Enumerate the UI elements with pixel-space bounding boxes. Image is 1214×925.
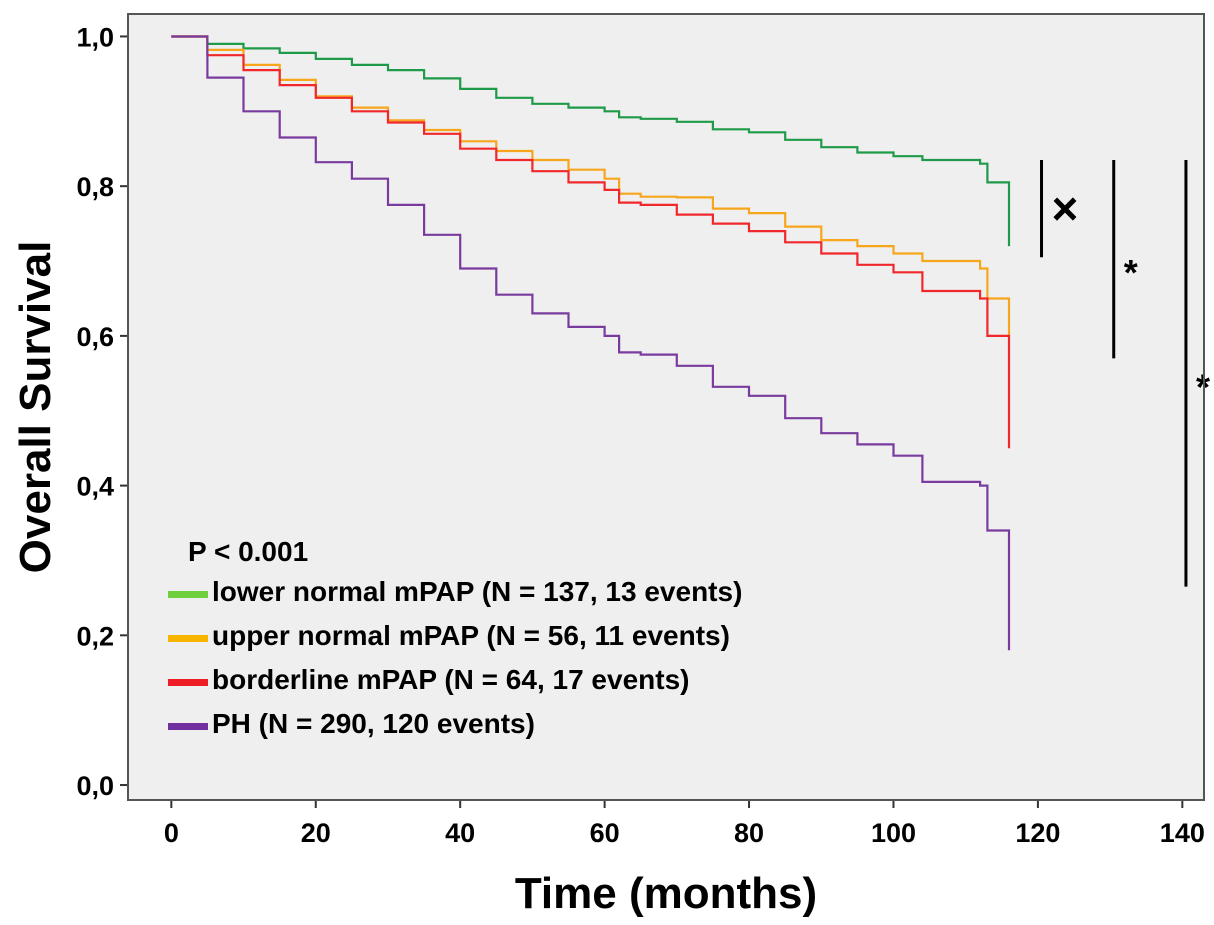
significance-symbol-3: * [1196,366,1210,407]
legend-label-4: PH (N = 290, 120 events) [212,708,535,739]
y-tick-label: 0,4 [76,472,114,502]
x-tick-label: 100 [871,818,916,848]
legend-swatch-1 [168,591,208,598]
y-tick-label: 0,8 [76,172,114,202]
x-tick-label: 80 [734,818,764,848]
legend: P < 0.001 lower normal mPAP (N = 137, 13… [168,536,742,739]
series-layer [171,35,1011,651]
x-tick-label: 40 [445,818,475,848]
significance-symbol-1: × [1052,183,1079,235]
series-line-4 [171,35,1011,651]
x-tick-label: 120 [1015,818,1060,848]
x-tick-label: 20 [301,818,331,848]
legend-label-3: borderline mPAP (N = 64, 17 events) [212,664,689,695]
series-line-2 [171,35,1011,336]
plot-border [127,13,1205,801]
significance-symbol-2: * [1124,252,1138,293]
x-axis-title: Time (months) [515,869,817,918]
legend-label-2: upper normal mPAP (N = 56, 11 events) [212,620,730,651]
x-tick-label: 60 [590,818,620,848]
legend-title: P < 0.001 [188,536,308,567]
y-axis-title: Overall Survival [11,241,60,574]
x-tick-label: 140 [1160,818,1205,848]
plot-area [128,14,1204,800]
series-line-1 [171,35,1011,247]
legend-label-1: lower normal mPAP (N = 137, 13 events) [212,576,742,607]
y-tick-label: 1,0 [76,22,114,52]
y-tick-label: 0,0 [76,771,114,801]
y-tick-label: 0,2 [76,621,114,651]
y-tick-label: 0,6 [76,322,114,352]
legend-swatch-4 [168,723,208,730]
legend-swatch-2 [168,635,208,642]
ticks-layer: 0 20 40 60 80 100 120 140 0,0 0,2 0,4 0,6 0,8 1,0 [76,22,1204,848]
series-line-3 [171,35,1011,449]
annotation-layer: × * * [1040,159,1210,587]
legend-swatch-3 [168,679,208,686]
x-tick-label: 0 [164,818,179,848]
